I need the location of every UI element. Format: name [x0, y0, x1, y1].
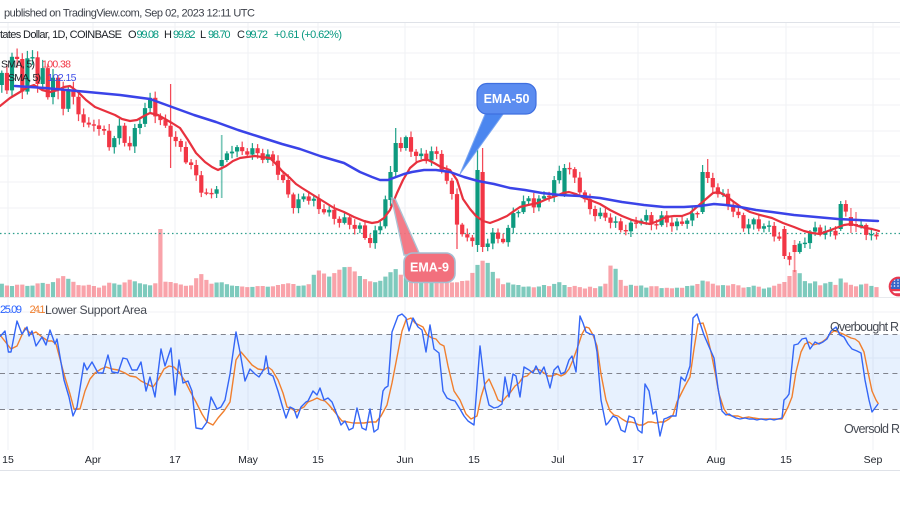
svg-text:SMA, 5): SMA, 5) [8, 72, 41, 84]
svg-text:Apr: Apr [85, 454, 102, 466]
svg-text:17: 17 [169, 454, 181, 466]
svg-text:Overbought R: Overbought R [830, 320, 899, 334]
svg-text:17: 17 [632, 454, 644, 466]
svg-text:25.09: 25.09 [0, 304, 22, 316]
svg-text:published on TradingView.com,: published on TradingView.com, Sep 02, 20… [4, 8, 255, 20]
svg-text:L: L [200, 29, 206, 41]
svg-text:15: 15 [468, 454, 480, 466]
svg-text:15: 15 [312, 454, 324, 466]
svg-text:tates Dollar, 1D, COINBASE: tates Dollar, 1D, COINBASE [0, 29, 122, 41]
svg-text:+0.61 (+0.62%): +0.61 (+0.62%) [274, 29, 342, 41]
svg-text:Jun: Jun [397, 454, 414, 466]
svg-text:99.08: 99.08 [137, 29, 160, 41]
svg-text:24.1: 24.1 [30, 304, 46, 316]
svg-text:Lower Support Area: Lower Support Area [45, 303, 147, 317]
svg-text:99.72: 99.72 [246, 29, 269, 41]
svg-text:98.70: 98.70 [208, 29, 231, 41]
svg-text:H: H [164, 29, 172, 41]
svg-text:C: C [237, 29, 245, 41]
svg-text:Jul: Jul [551, 454, 564, 466]
svg-text:SMA, 5): SMA, 5) [1, 59, 35, 71]
svg-text:Sep: Sep [864, 454, 883, 466]
svg-text:99.82: 99.82 [173, 29, 196, 41]
svg-text:Oversold R: Oversold R [844, 422, 900, 436]
svg-text:15: 15 [2, 454, 14, 466]
svg-text:100.38: 100.38 [42, 59, 71, 71]
svg-text:O: O [128, 29, 137, 41]
svg-text:EMA-50: EMA-50 [484, 92, 530, 106]
svg-text:102.15: 102.15 [48, 72, 77, 84]
svg-text:EMA-9: EMA-9 [410, 261, 449, 275]
svg-text:Aug: Aug [707, 454, 726, 466]
svg-text:May: May [238, 454, 259, 466]
svg-text:15: 15 [780, 454, 792, 466]
